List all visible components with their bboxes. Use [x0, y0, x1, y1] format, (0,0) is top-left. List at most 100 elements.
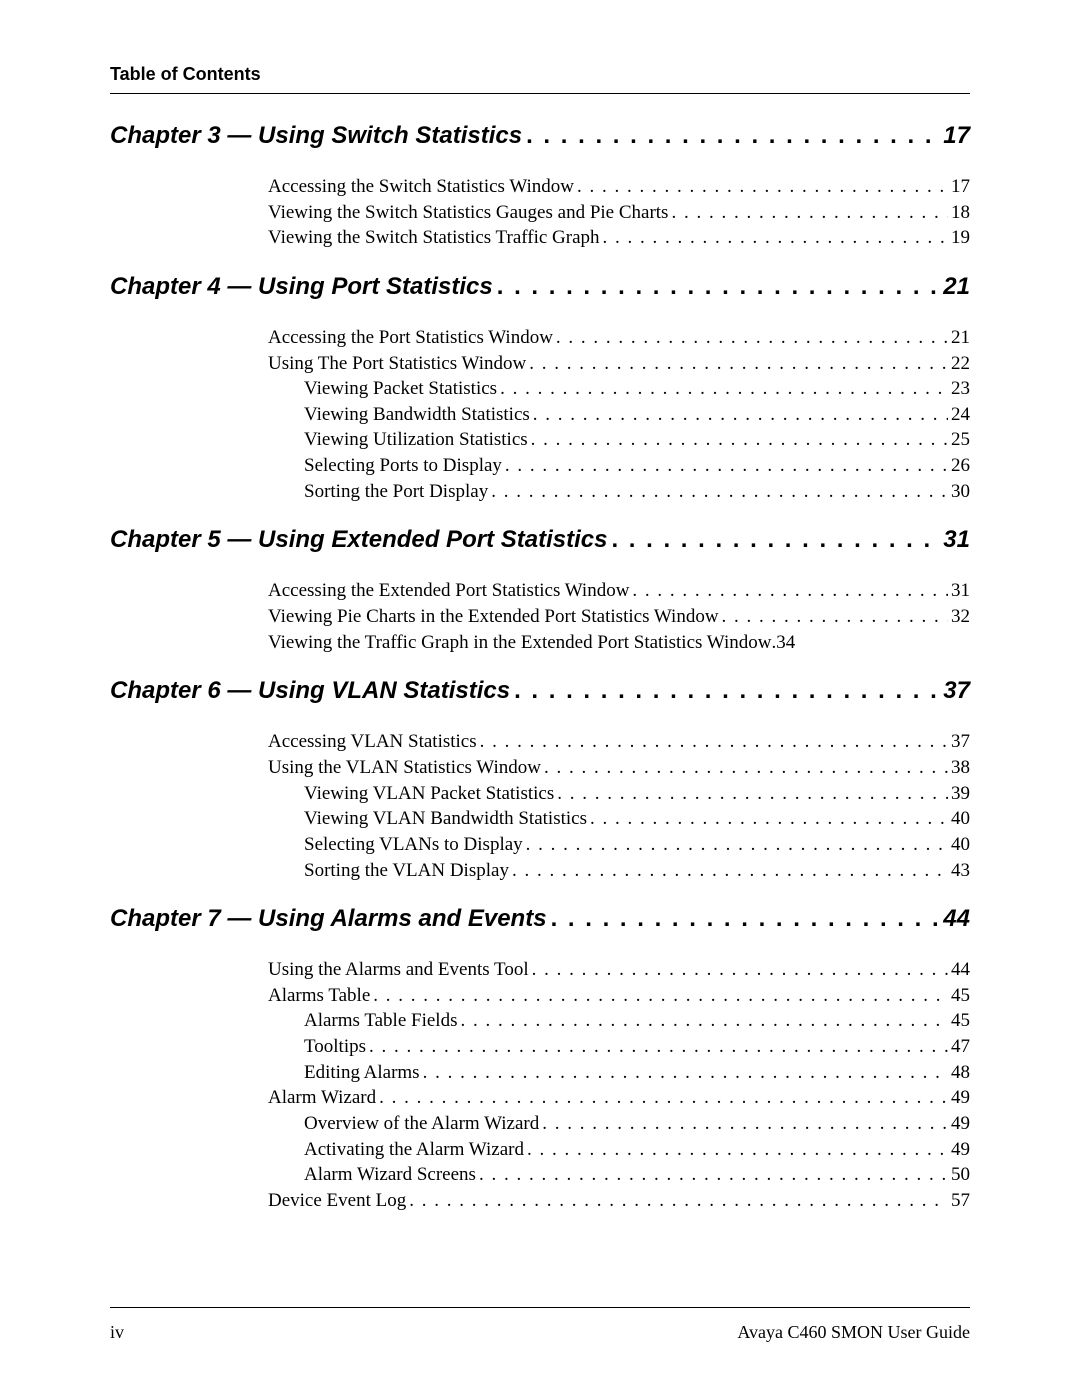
entry-page: 45 — [951, 983, 970, 1009]
entry-page: 25 — [951, 427, 970, 453]
page: Table of Contents Chapter 3 — Using Swit… — [0, 0, 1080, 1214]
toc-entry[interactable]: Editing Alarms . . . . . . . . . . . . .… — [304, 1060, 970, 1086]
toc-entry[interactable]: Viewing the Switch Statistics Traffic Gr… — [268, 225, 970, 251]
entries: Accessing the Extended Port Statistics W… — [268, 578, 970, 655]
toc-entry[interactable]: Selecting VLANs to Display . . . . . . .… — [304, 832, 970, 858]
entry-title: Viewing the Switch Statistics Gauges and… — [268, 200, 668, 226]
chapter-heading[interactable]: Chapter 5 — Using Extended Port Statisti… — [110, 526, 970, 554]
toc-entry[interactable]: Viewing Pie Charts in the Extended Port … — [268, 604, 970, 630]
toc-entry[interactable]: Tooltips . . . . . . . . . . . . . . . .… — [304, 1034, 970, 1060]
toc-entry[interactable]: Viewing Bandwidth Statistics . . . . . .… — [304, 402, 970, 428]
toc-entry[interactable]: Viewing VLAN Bandwidth Statistics . . . … — [304, 806, 970, 832]
entry-page: 37 — [951, 729, 970, 755]
leader-dots: . . . . . . . . . . . . . . . . . . . . … — [611, 526, 939, 554]
chapter: Chapter 7 — Using Alarms and Events . . … — [110, 905, 970, 1213]
toc-entry[interactable]: Alarm Wizard Screens . . . . . . . . . .… — [304, 1162, 970, 1188]
entry-page: 23 — [951, 376, 970, 402]
toc-entry[interactable]: Using the VLAN Statistics Window . . . .… — [268, 755, 970, 781]
toc-entry[interactable]: Alarms Table . . . . . . . . . . . . . .… — [268, 983, 970, 1009]
entry-page: 48 — [951, 1060, 970, 1086]
leader-dots: . . . . . . . . . . . . . . . . . . . . … — [544, 755, 948, 781]
leader-dots: . . . . . . . . . . . . . . . . . . . . … — [497, 273, 940, 301]
toc-entry[interactable]: Alarm Wizard . . . . . . . . . . . . . .… — [268, 1085, 970, 1111]
toc-entry[interactable]: Viewing Utilization Statistics . . . . .… — [304, 427, 970, 453]
chapter: Chapter 6 — Using VLAN Statistics . . . … — [110, 677, 970, 883]
entry-page: 34 — [776, 630, 795, 656]
entry-title: Viewing VLAN Bandwidth Statistics — [304, 806, 587, 832]
toc-entry[interactable]: Viewing Packet Statistics . . . . . . . … — [304, 376, 970, 402]
toc-entry[interactable]: Using the Alarms and Events Tool . . . .… — [268, 957, 970, 983]
entry-title: Viewing Bandwidth Statistics — [304, 402, 530, 428]
toc-entry[interactable]: Activating the Alarm Wizard . . . . . . … — [304, 1137, 970, 1163]
toc-entry[interactable]: Sorting the Port Display . . . . . . . .… — [304, 479, 970, 505]
toc-entry[interactable]: Viewing the Traffic Graph in the Extende… — [268, 630, 970, 656]
toc-entry[interactable]: Accessing the Switch Statistics Window .… — [268, 174, 970, 200]
leader-dots: . . . . . . . . . . . . . . . . . . . . … — [423, 1060, 948, 1086]
entry-title: Viewing the Switch Statistics Traffic Gr… — [268, 225, 600, 251]
chapter-title: Chapter 5 — Using Extended Port Statisti… — [110, 526, 607, 554]
leader-dots: . . . . . . . . . . . . . . . . . . . . … — [531, 427, 948, 453]
leader-dots: . . . . . . . . . . . . . . . . . . . . … — [551, 905, 940, 933]
entry-title: Sorting the Port Display — [304, 479, 488, 505]
leader-dots: . . . . . . . . . . . . . . . . . . . . … — [512, 858, 948, 884]
table-of-contents: Chapter 3 — Using Switch Statistics . . … — [110, 122, 970, 1214]
entry-title: Viewing VLAN Packet Statistics — [304, 781, 554, 807]
entry-page: 47 — [951, 1034, 970, 1060]
footer-page-number: iv — [110, 1322, 124, 1343]
entry-page: 57 — [951, 1188, 970, 1214]
entry-page: 44 — [951, 957, 970, 983]
leader-dots: . . . . . . . . . . . . . . . . . . . . … — [505, 453, 948, 479]
footer-line: iv Avaya C460 SMON User Guide — [110, 1322, 970, 1343]
leader-dots: . . . . . . . . . . . . . . . . . . . . … — [577, 174, 948, 200]
leader-dots: . . . . . . . . . . . . . . . . . . . . … — [722, 604, 948, 630]
footer: iv Avaya C460 SMON User Guide — [110, 1307, 970, 1343]
leader-dots: . . . . . . . . . . . . . . . . . . . . … — [480, 729, 948, 755]
toc-entry[interactable]: Overview of the Alarm Wizard . . . . . .… — [304, 1111, 970, 1137]
entry-title: Viewing Utilization Statistics — [304, 427, 528, 453]
chapter: Chapter 5 — Using Extended Port Statisti… — [110, 526, 970, 655]
entry-title: Viewing the Traffic Graph in the Extende… — [268, 630, 771, 656]
footer-rule — [110, 1307, 970, 1308]
entries: Accessing the Switch Statistics Window .… — [268, 174, 970, 251]
entry-title: Selecting VLANs to Display — [304, 832, 523, 858]
toc-entry[interactable]: Alarms Table Fields . . . . . . . . . . … — [304, 1008, 970, 1034]
entry-title: Alarm Wizard Screens — [304, 1162, 476, 1188]
toc-entry[interactable]: Viewing the Switch Statistics Gauges and… — [268, 200, 970, 226]
entries: Accessing the Port Statistics Window . .… — [268, 325, 970, 504]
toc-entry[interactable]: Sorting the VLAN Display . . . . . . . .… — [304, 858, 970, 884]
leader-dots: . . . . . . . . . . . . . . . . . . . . … — [526, 122, 939, 150]
entry-page: 39 — [951, 781, 970, 807]
toc-entry[interactable]: Accessing VLAN Statistics . . . . . . . … — [268, 729, 970, 755]
chapter-page: 31 — [943, 526, 970, 554]
entry-title: Accessing the Switch Statistics Window — [268, 174, 574, 200]
entry-title: Selecting Ports to Display — [304, 453, 502, 479]
entry-page: 31 — [951, 578, 970, 604]
toc-entry[interactable]: Accessing the Port Statistics Window . .… — [268, 325, 970, 351]
leader-dots: . . . . . . . . . . . . . . . . . . . . … — [533, 402, 948, 428]
toc-entry[interactable]: Viewing VLAN Packet Statistics . . . . .… — [304, 781, 970, 807]
chapter-heading[interactable]: Chapter 6 — Using VLAN Statistics . . . … — [110, 677, 970, 705]
chapter-heading[interactable]: Chapter 7 — Using Alarms and Events . . … — [110, 905, 970, 933]
chapter-heading[interactable]: Chapter 4 — Using Port Statistics. . . .… — [110, 273, 970, 301]
entry-page: 24 — [951, 402, 970, 428]
header-rule — [110, 93, 970, 94]
chapter-page: 17 — [943, 122, 970, 150]
leader-dots: . . . . . . . . . . . . . . . . . . . . … — [460, 1008, 948, 1034]
toc-entry[interactable]: Device Event Log . . . . . . . . . . . .… — [268, 1188, 970, 1214]
leader-dots: . . . . . . . . . . . . . . . . . . . . … — [491, 479, 948, 505]
leader-dots: . . . . . . . . . . . . . . . . . . . . … — [409, 1188, 948, 1214]
toc-entry[interactable]: Using The Port Statistics Window . . . .… — [268, 351, 970, 377]
chapter-heading[interactable]: Chapter 3 — Using Switch Statistics . . … — [110, 122, 970, 150]
toc-entry[interactable]: Accessing the Extended Port Statistics W… — [268, 578, 970, 604]
header-title: Table of Contents — [110, 64, 970, 85]
entry-title: Using The Port Statistics Window — [268, 351, 526, 377]
leader-dots: . . . . . . . . . . . . . . . . . . . . … — [532, 957, 948, 983]
entry-title: Sorting the VLAN Display — [304, 858, 509, 884]
entry-title: Alarms Table Fields — [304, 1008, 457, 1034]
entry-page: 21 — [951, 325, 970, 351]
chapter-title: Chapter 3 — Using Switch Statistics — [110, 122, 522, 150]
entry-title: Accessing VLAN Statistics — [268, 729, 477, 755]
entry-title: Using the Alarms and Events Tool — [268, 957, 529, 983]
chapter-title: Chapter 7 — Using Alarms and Events — [110, 905, 547, 933]
toc-entry[interactable]: Selecting Ports to Display . . . . . . .… — [304, 453, 970, 479]
